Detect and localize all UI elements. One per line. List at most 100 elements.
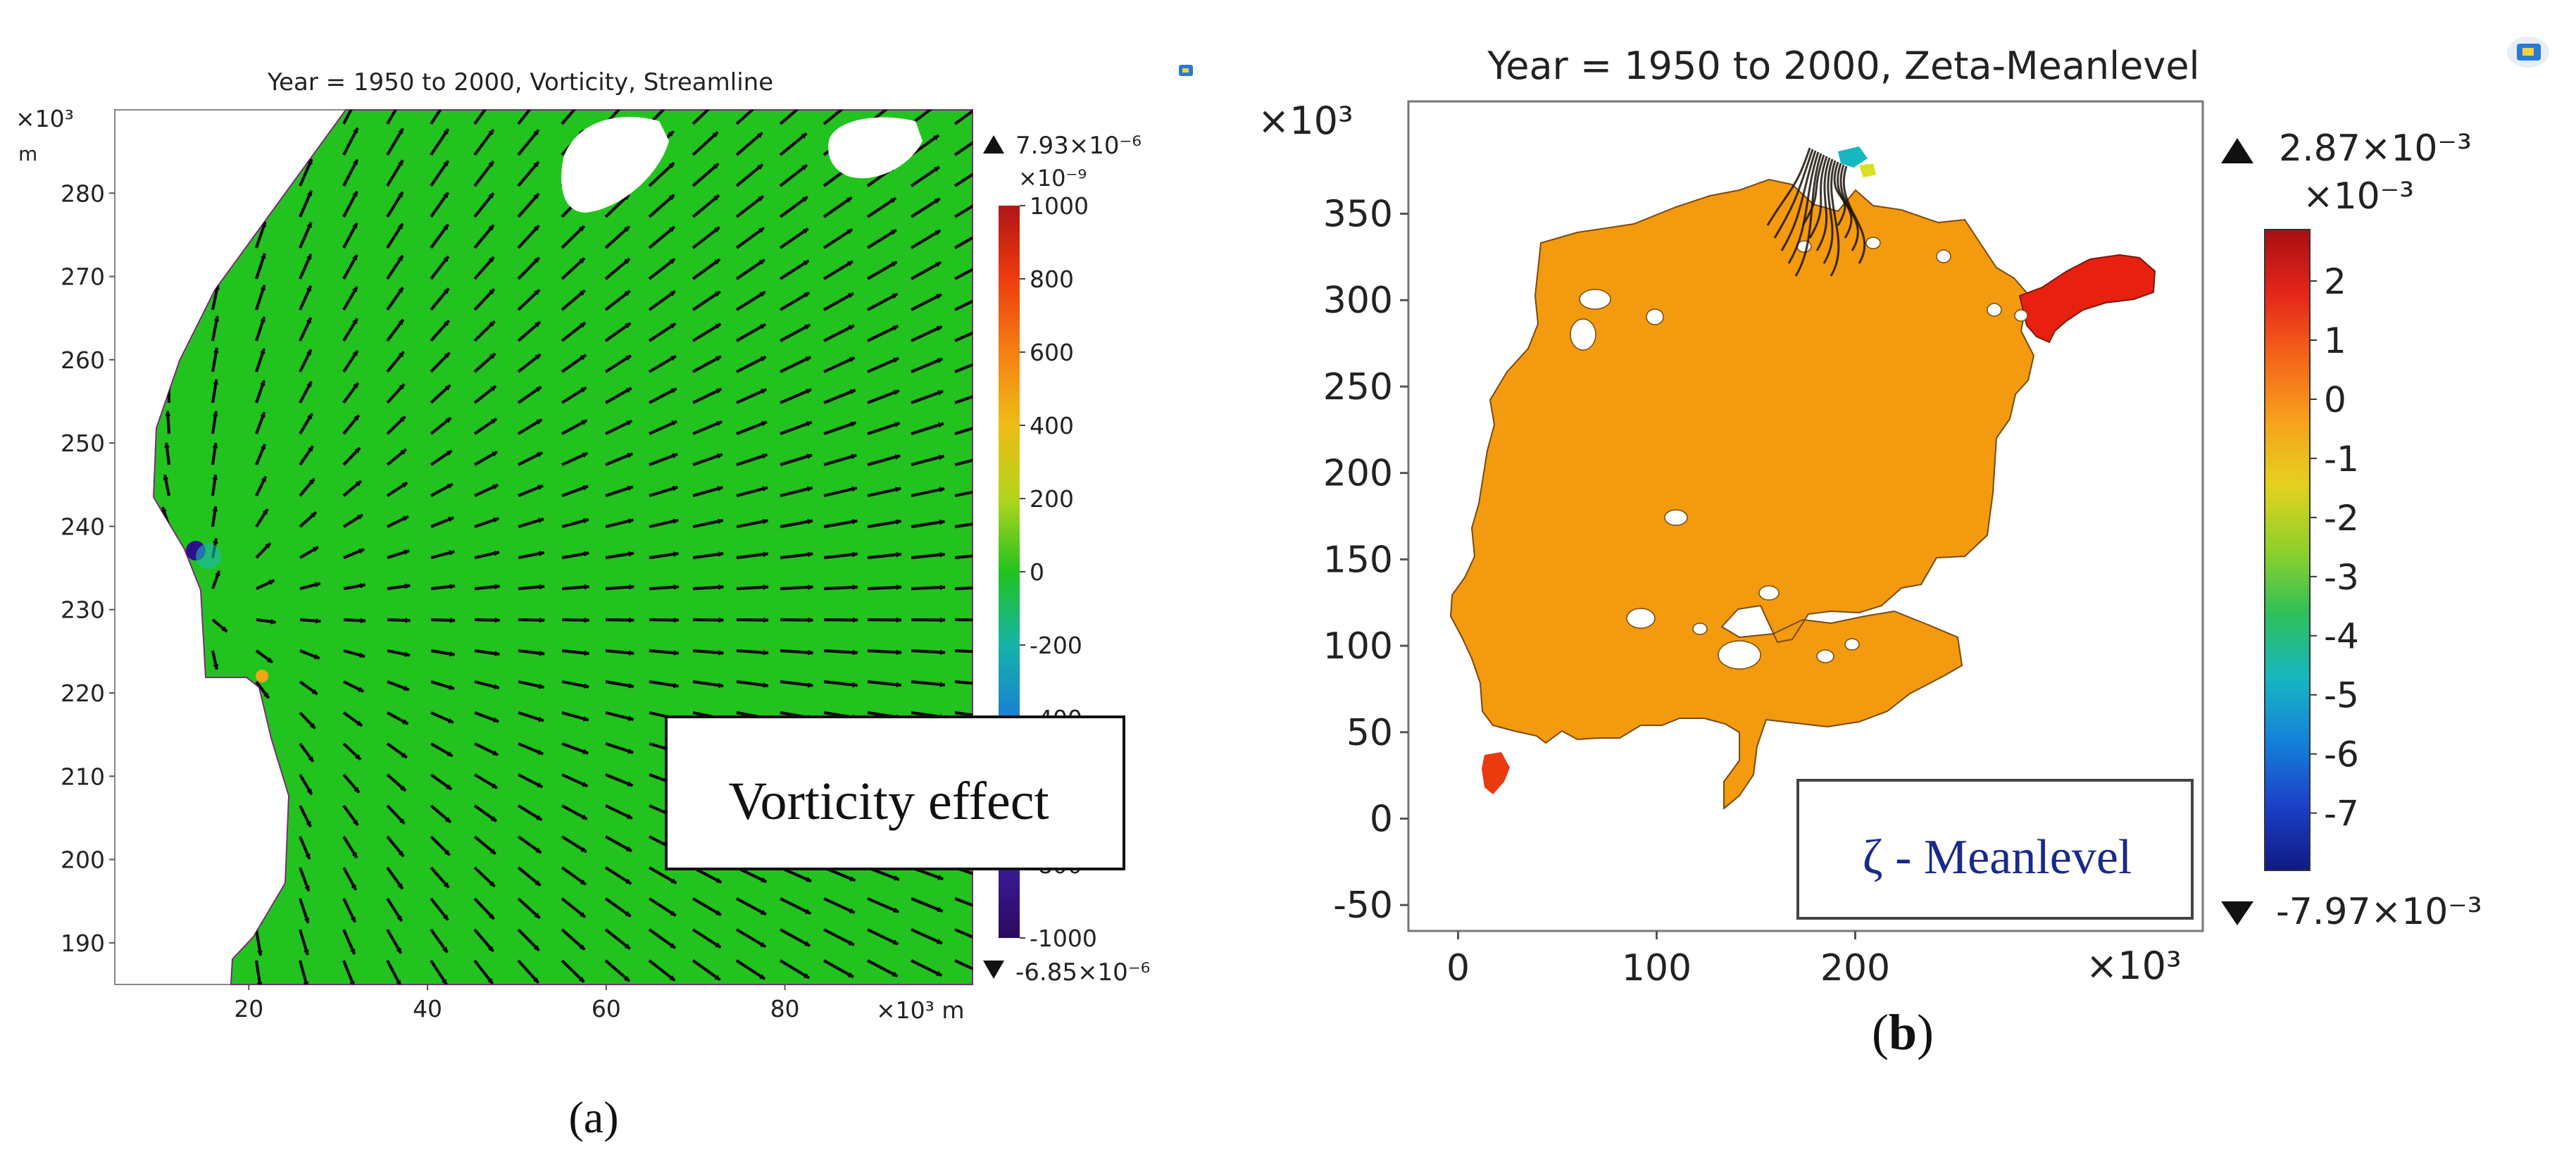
panel-b-colorbar-ticks: 2 1 0 -1 -2 -3 -4 -5 -6 -7 xyxy=(2310,261,2359,834)
streamline-arrow xyxy=(954,261,973,280)
panel-a-y-tick-label: 190 xyxy=(61,930,105,957)
streamline-arrow xyxy=(387,649,411,658)
panel-b-high-zeta-bay xyxy=(2018,254,2156,344)
streamline-arrow xyxy=(255,542,272,559)
streamline-arrow xyxy=(298,929,309,956)
panel-b: Year = 1950 to 2000, Zeta-Meanlevel ×10³… xyxy=(1258,37,2549,1061)
streamline-arrow xyxy=(386,127,405,156)
streamline-arrow xyxy=(648,897,677,917)
streamline-arrow xyxy=(561,959,585,984)
streamline-arrow xyxy=(823,897,856,915)
streamline-arrow xyxy=(430,649,456,657)
streamline-arrow xyxy=(211,411,218,434)
streamline-arrow xyxy=(649,551,680,560)
streamline-arrow xyxy=(823,110,851,125)
streamline-arrow xyxy=(299,511,318,528)
streamline-arrow xyxy=(910,165,940,187)
streamline-arrow xyxy=(954,135,973,156)
panel-a-y-tick-label: 270 xyxy=(61,263,105,291)
streamline-arrow xyxy=(430,449,453,466)
panel-b-y-tick-label: 300 xyxy=(1323,280,1393,322)
streamline-arrow xyxy=(823,324,855,342)
panel-b-x-tick-label: 200 xyxy=(1820,947,1890,989)
streamline-arrow xyxy=(342,480,363,497)
streamline-arrow xyxy=(649,485,679,498)
panel-b-letter: b xyxy=(1889,1004,1917,1061)
streamline-arrow xyxy=(386,383,406,404)
streamline-arrow xyxy=(473,773,498,789)
panel-b-colorbar-tick-label: -4 xyxy=(2324,616,2359,657)
streamline-arrow xyxy=(954,230,973,249)
streamline-arrow xyxy=(648,928,677,950)
streamline-arrow xyxy=(736,680,769,688)
streamline-arrow xyxy=(823,292,854,311)
streamline-arrow xyxy=(692,453,723,466)
streamline-arrow xyxy=(430,711,454,724)
streamline-arrow xyxy=(430,482,454,497)
streamline-arrow xyxy=(474,584,501,591)
streamline-arrow xyxy=(517,804,543,822)
streamline-arrow xyxy=(473,866,496,888)
streamline-arrow xyxy=(780,551,814,560)
streamline-arrow xyxy=(517,353,542,373)
streamline-arrow xyxy=(779,259,810,280)
panel-b-island xyxy=(1987,303,2002,317)
streamline-arrow xyxy=(692,486,724,498)
streamline-arrow xyxy=(692,680,725,689)
streamline-arrow xyxy=(517,129,540,156)
streamline-arrow xyxy=(780,420,813,435)
streamline-arrow xyxy=(605,649,635,656)
streamline-arrow xyxy=(255,316,266,342)
streamline-arrow xyxy=(211,315,220,342)
streamline-arrow xyxy=(911,454,945,467)
streamline-arrow xyxy=(430,223,450,249)
streamline-arrow xyxy=(604,354,632,373)
streamline-arrow xyxy=(648,161,675,187)
streamline-arrow xyxy=(911,551,946,560)
streamline-arrow xyxy=(692,162,720,187)
panel-a-colorbar-tick-label: 0 xyxy=(1030,558,1044,586)
streamline-arrow xyxy=(386,835,405,858)
streamline-arrow xyxy=(561,866,587,886)
streamline-arrow xyxy=(473,320,496,342)
streamline-arrow xyxy=(561,289,586,311)
streamline-arrow xyxy=(692,584,725,591)
streamline-arrow xyxy=(517,224,540,249)
streamline-arrow xyxy=(561,110,585,125)
streamline-arrow xyxy=(823,959,854,979)
streamline-arrow xyxy=(255,680,270,699)
panel-b-y-tick-label: 350 xyxy=(1323,194,1393,236)
streamline-arrow xyxy=(342,318,358,342)
panel-a-label: (a) xyxy=(568,1092,618,1142)
streamline-arrow xyxy=(299,317,313,342)
streamline-arrow xyxy=(342,773,361,794)
streamline-arrow xyxy=(736,355,767,373)
streamline-arrow xyxy=(604,866,632,885)
panel-a-colorbar-tick-label: 400 xyxy=(1030,412,1074,439)
panel-b-x-tick-label: 0 xyxy=(1446,947,1470,989)
streamline-arrow xyxy=(692,518,724,529)
streamline-arrow xyxy=(561,484,589,497)
panel-b-inlet-streamline xyxy=(1794,153,1822,277)
streamline-arrow xyxy=(823,454,858,467)
streamline-arrow xyxy=(386,415,406,435)
streamline-arrow xyxy=(735,959,766,981)
streamline-arrow xyxy=(561,742,589,755)
streamline-arrow xyxy=(561,419,588,435)
streamline-arrow xyxy=(430,416,452,435)
panel-b-colorbar-max-icon xyxy=(2221,138,2253,163)
panel-a-y-tick-label: 210 xyxy=(61,763,105,790)
streamline-arrow xyxy=(867,487,901,498)
streamline-arrow xyxy=(386,223,404,249)
panel-b-label: (b) xyxy=(1872,1004,1934,1061)
panel-a-y-unit-suffix: m xyxy=(18,142,37,165)
streamline-arrow xyxy=(164,442,171,465)
streamline-arrow xyxy=(823,680,858,688)
panel-a-window-icon xyxy=(1179,65,1193,76)
panel-a-x-tick-label: 40 xyxy=(413,995,442,1022)
streamline-arrow xyxy=(299,158,313,187)
streamline-arrow xyxy=(780,486,813,498)
streamline-arrow xyxy=(473,128,495,156)
streamline-arrow xyxy=(911,389,944,404)
streamline-arrow xyxy=(299,618,322,624)
